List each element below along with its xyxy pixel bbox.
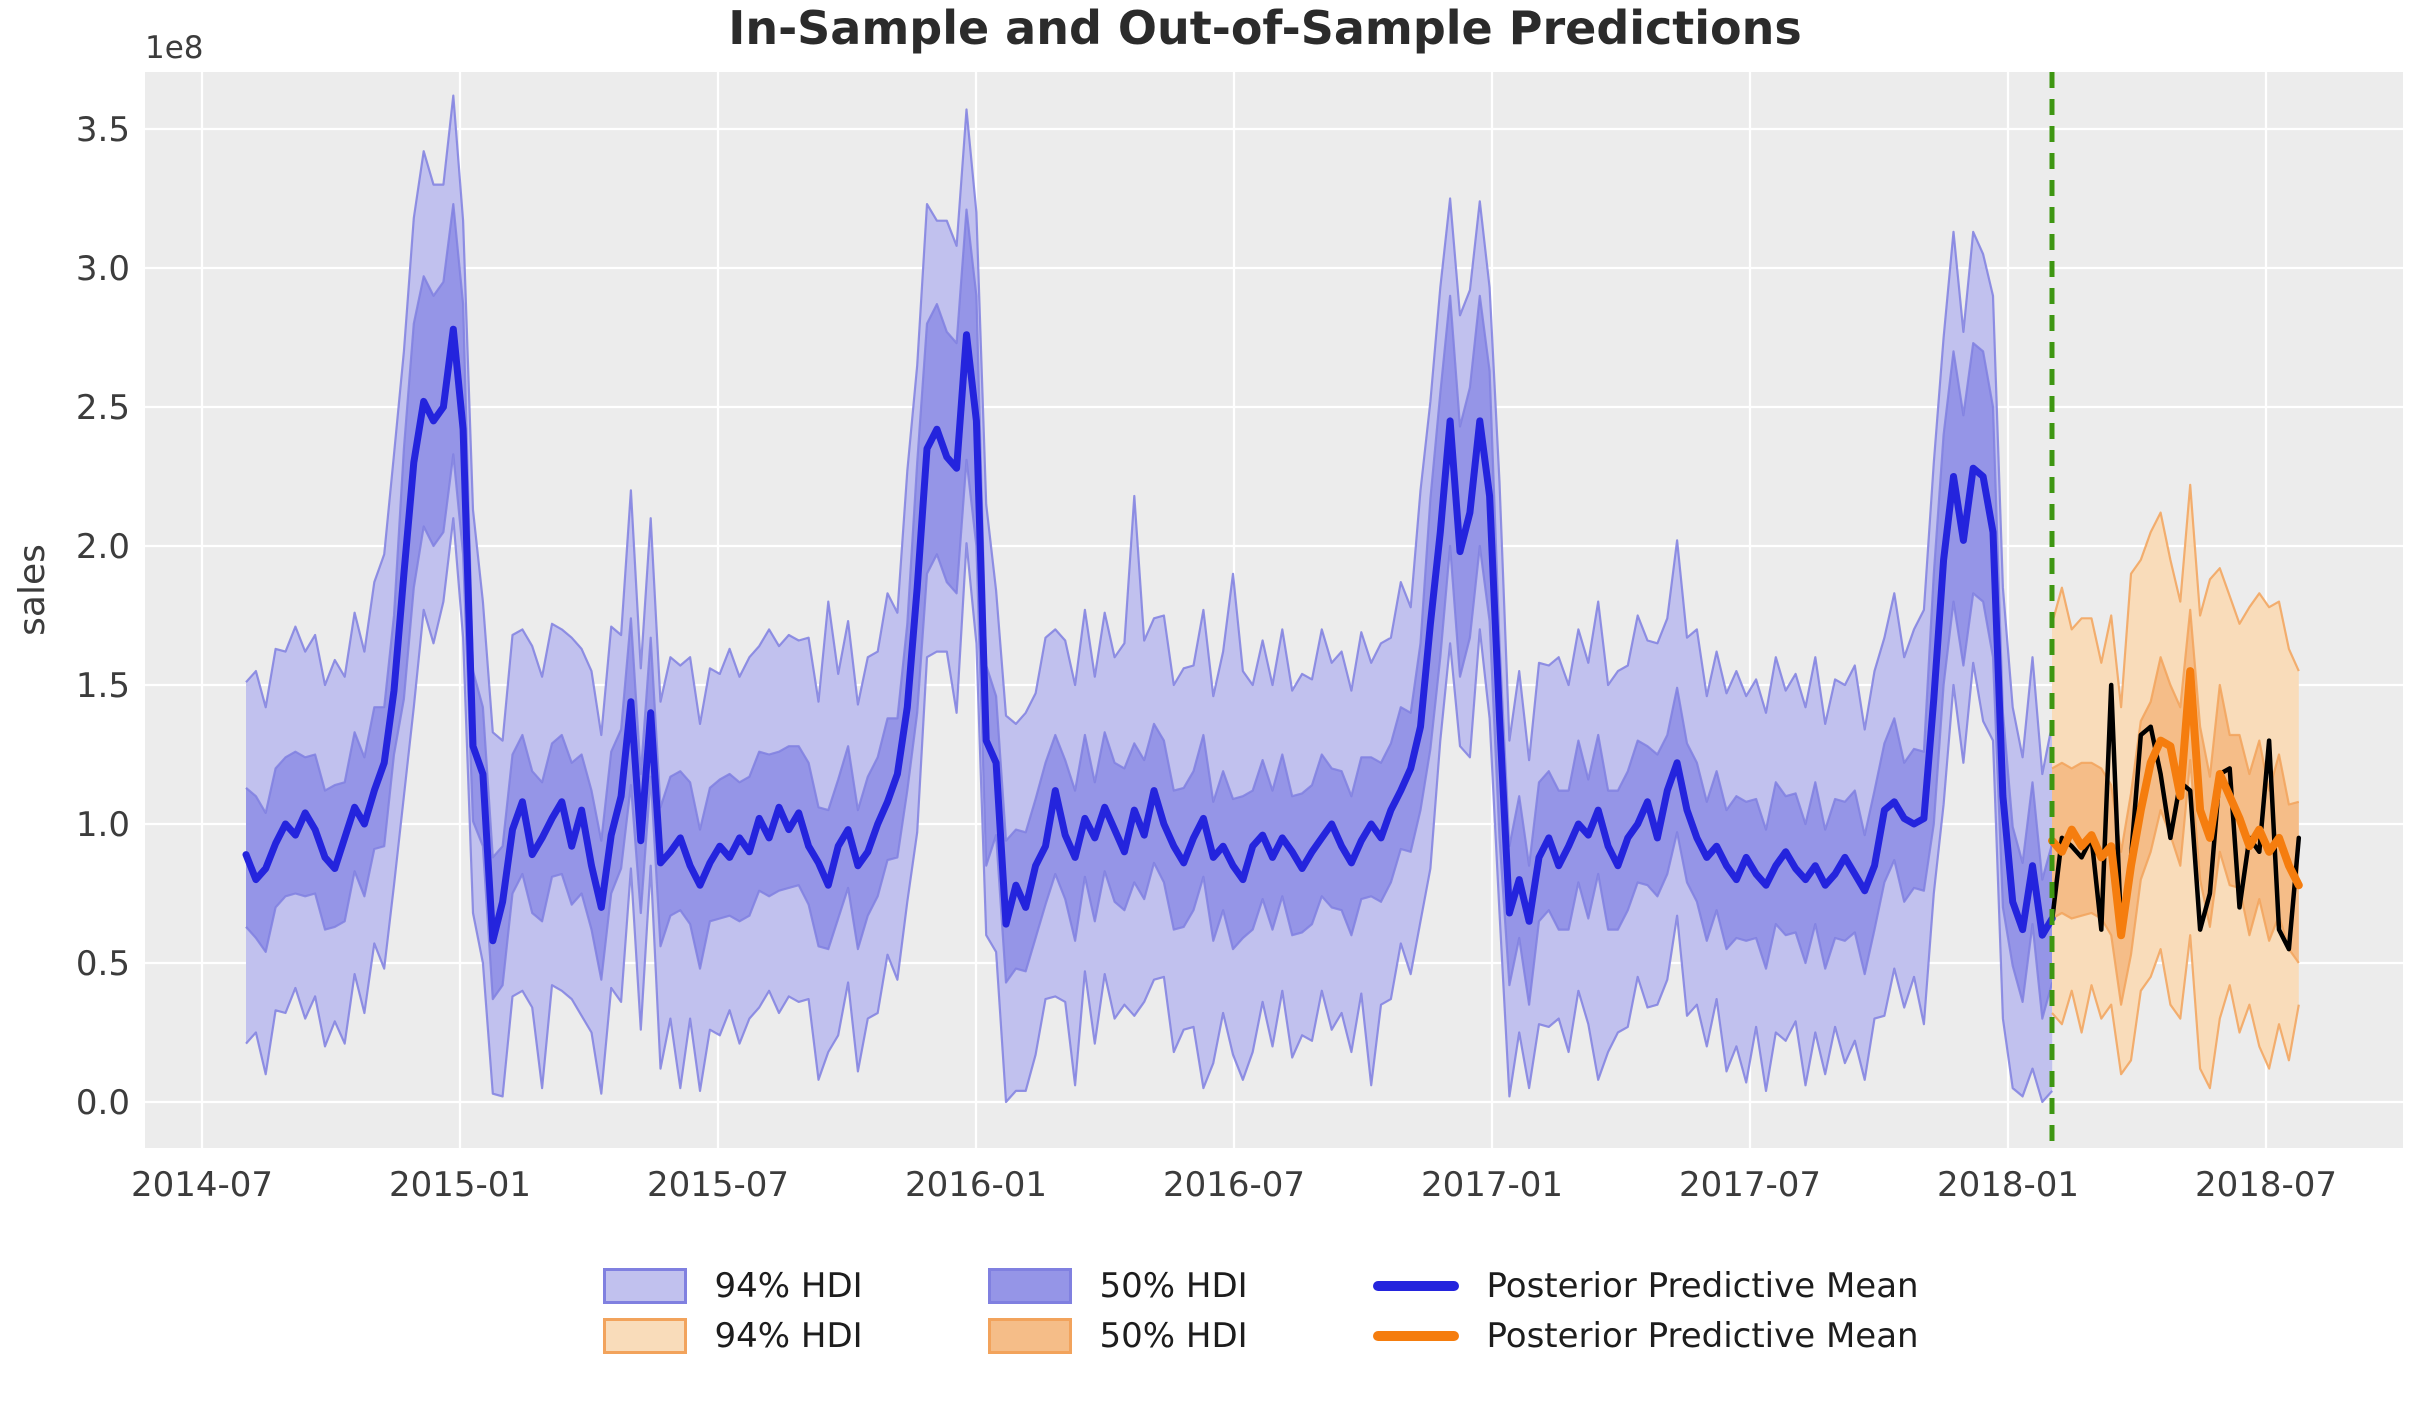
- out-of-sample-50hdi-band-lower-edge: [2051, 759, 2300, 1006]
- x-tick-label: 2016-01: [905, 1165, 1047, 1205]
- x-tick-label: 2017-07: [1679, 1165, 1821, 1205]
- y-axis-offset-label: 1e8: [145, 30, 204, 66]
- legend-label: Posterior Predictive Mean: [1486, 1316, 1919, 1356]
- x-tick-label: 2016-07: [1163, 1165, 1305, 1205]
- in-sample-94hdi-band-lower-edge: [245, 517, 2054, 1104]
- y-tick-label: 0.0: [76, 1083, 130, 1123]
- orange-50hdi-swatch: [987, 1318, 1072, 1354]
- in-sample-94hdi-band-upper-edge: [245, 94, 2054, 776]
- out-of-sample-94hdi-band-lower-edge: [2051, 934, 2300, 1090]
- out-of-sample-50hdi-band-upper-edge: [2051, 608, 2300, 853]
- y-tick-label: 1.5: [76, 666, 130, 706]
- y-tick-label: 3.5: [76, 110, 130, 150]
- observed-line: [2049, 682, 2302, 952]
- out-of-sample-94hdi-band-upper-edge: [2050, 483, 2300, 709]
- in-sample-mean-line: [242, 325, 2056, 945]
- x-tick-label: 2014-07: [131, 1165, 273, 1205]
- y-axis-label: sales: [12, 544, 53, 636]
- chart-title: In-Sample and Out-of-Sample Predictions: [728, 1, 1802, 55]
- legend-label: 94% HDI: [714, 1316, 863, 1356]
- x-tick-labels: 2014-07 2015-01 2015-07 2016-01 2016-07 2017-…: [131, 1165, 2337, 1205]
- y-tick-label: 1.0: [76, 805, 130, 845]
- legend-label: 50% HDI: [1099, 1266, 1248, 1306]
- in-sample-50hdi-band-upper-edge: [245, 203, 2054, 881]
- legend: 94% HDI 50% HDI Posterior Predictive Mea…: [602, 1266, 2153, 1356]
- x-tick-label: 2015-07: [647, 1165, 789, 1205]
- legend-label: Posterior Predictive Mean: [1486, 1266, 1919, 1306]
- blue-50hdi-swatch: [987, 1268, 1072, 1304]
- series-layer: [242, 94, 2303, 1104]
- y-tick-label: 3.0: [76, 249, 130, 289]
- in-sample-50hdi-band-lower-edge: [245, 453, 2054, 1020]
- legend-label: 50% HDI: [1099, 1316, 1248, 1356]
- legend-item-insample-50hdi: 50% HDI: [987, 1266, 1373, 1306]
- y-tick-label: 2.0: [76, 527, 130, 567]
- blue-mean-line-swatch: [1372, 1281, 1459, 1291]
- orange-mean-line-swatch: [1372, 1331, 1459, 1341]
- legend-item-outsample-50hdi: 50% HDI: [987, 1316, 1373, 1356]
- x-tick-label: 2017-01: [1421, 1165, 1563, 1205]
- orange-94hdi-swatch: [602, 1318, 687, 1354]
- legend-item-insample-mean: Posterior Predictive Mean: [1372, 1266, 2153, 1306]
- y-tick-label: 2.5: [76, 388, 130, 428]
- legend-item-outsample-94hdi: 94% HDI: [602, 1316, 988, 1356]
- x-tick-label: 2018-01: [1937, 1165, 2079, 1205]
- blue-94hdi-swatch: [602, 1268, 687, 1304]
- legend-item-outsample-mean: Posterior Predictive Mean: [1372, 1316, 2153, 1356]
- out-of-sample-mean-line: [2048, 667, 2303, 940]
- legend-label: 94% HDI: [714, 1266, 863, 1306]
- x-tick-label: 2015-01: [389, 1165, 531, 1205]
- x-tick-label: 2018-07: [2195, 1165, 2337, 1205]
- y-tick-label: 0.5: [76, 944, 130, 984]
- y-tick-labels: 0.0 0.5 1.0 1.5 2.0 2.5 3.0 3.5: [76, 110, 130, 1123]
- legend-item-insample-94hdi: 94% HDI: [602, 1266, 988, 1306]
